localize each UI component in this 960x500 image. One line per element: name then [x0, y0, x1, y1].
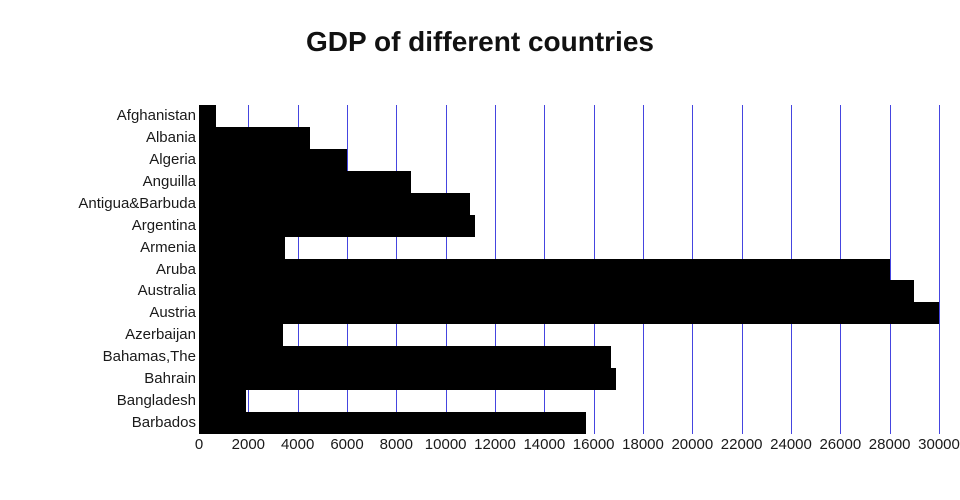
- x-tick-label-20000: 20000: [671, 436, 714, 453]
- x-tick-label-0: 0: [194, 436, 204, 453]
- x-tick-label-22000: 22000: [720, 436, 763, 453]
- x-tick-label-16000: 16000: [572, 436, 615, 453]
- gridline-x-28000: [889, 105, 891, 434]
- bar-Algeria: [199, 148, 347, 171]
- y-label-Afghanistan: Afghanistan: [116, 107, 196, 124]
- plot-area: [199, 105, 940, 434]
- bar-Antigua&Barbuda: [199, 192, 471, 215]
- y-label-Bahamas,The: Bahamas,The: [102, 348, 196, 366]
- x-tick-label-18000: 18000: [622, 436, 664, 453]
- y-label-Algeria: Algeria: [149, 150, 196, 168]
- bar-Bahamas,The: [199, 346, 611, 369]
- x-tick-label-2000: 2000: [231, 436, 266, 453]
- bar-Armenia: [199, 236, 286, 259]
- y-label-Antigua&Barbuda: Antigua&Barbuda: [78, 194, 196, 212]
- bar-Albania: [199, 126, 310, 149]
- y-label-Bahrain: Bahrain: [144, 370, 196, 388]
- y-label-Albania: Albania: [145, 128, 196, 146]
- chart-title: GDP of different countries: [306, 26, 654, 57]
- bar-Azerbaijan: [199, 324, 283, 347]
- gridline-x-30000: [939, 105, 940, 434]
- x-tick-label-12000: 12000: [474, 436, 516, 453]
- x-tick-label-28000: 28000: [868, 436, 911, 453]
- x-tick-label-8000: 8000: [379, 436, 414, 453]
- bar-Bangladesh: [199, 390, 246, 413]
- x-tick-label-26000: 26000: [819, 436, 862, 453]
- y-label-Barbados: Barbados: [131, 414, 196, 432]
- x-tick-label-4000: 4000: [280, 436, 315, 453]
- y-label-Azerbaijan: Azerbaijan: [125, 326, 196, 344]
- bar-Bahrain: [199, 368, 616, 391]
- y-label-Australia: Australia: [137, 282, 196, 300]
- x-tick-label-6000: 6000: [330, 436, 364, 453]
- y-label-Argentina: Argentina: [131, 216, 196, 234]
- x-tick-label-14000: 14000: [523, 436, 566, 453]
- x-tick-label-24000: 24000: [770, 436, 812, 453]
- y-label-Anguilla: Anguilla: [142, 172, 196, 190]
- x-axis-labels: 0 2000 4000 6000 8000 10000 12000 14000 16000 180…: [0, 436, 960, 458]
- y-label-Aruba: Aruba: [155, 260, 196, 278]
- y-label-Bangladesh: Bangladesh: [116, 392, 196, 410]
- bar-Aruba: [199, 258, 890, 281]
- y-axis-labels: Afghanistan Albania Algeria Anguilla Antigua…: [0, 105, 196, 434]
- y-label-Armenia: Armenia: [140, 238, 196, 256]
- bar-Afghanistan: [199, 105, 217, 127]
- bar-Argentina: [199, 214, 476, 237]
- bar-Austria: [199, 302, 939, 325]
- x-tick-label-10000: 10000: [424, 436, 467, 453]
- bar-Barbados: [199, 412, 587, 434]
- y-label-Austria: Austria: [149, 304, 196, 322]
- bar-Anguilla: [199, 170, 412, 193]
- x-tick-label-30000: 30000: [918, 436, 960, 453]
- bar-Australia: [199, 280, 915, 303]
